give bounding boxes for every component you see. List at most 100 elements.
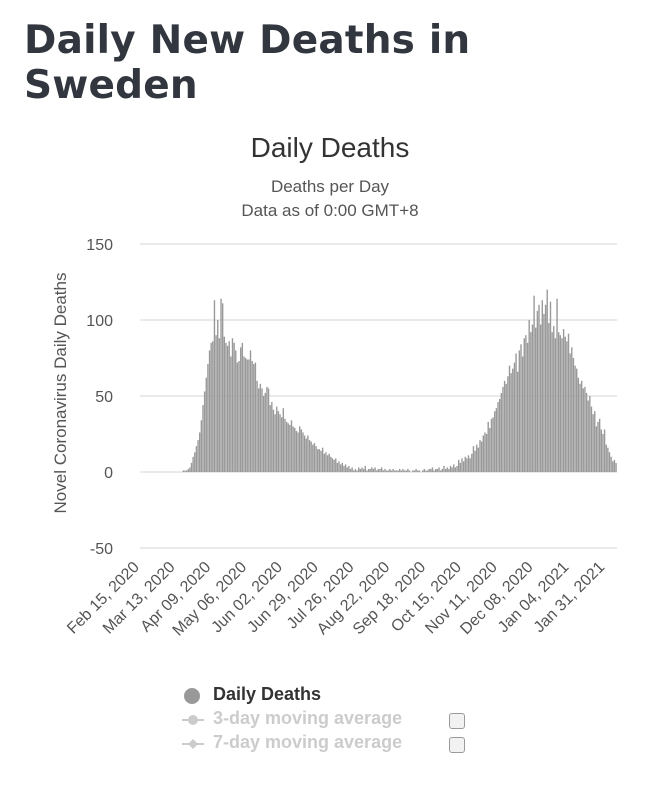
bar bbox=[536, 310, 539, 472]
bar bbox=[346, 467, 348, 472]
bar bbox=[361, 467, 363, 472]
bar bbox=[490, 418, 493, 472]
bar bbox=[354, 468, 357, 472]
bar bbox=[494, 411, 496, 472]
bar bbox=[579, 383, 581, 472]
bar bbox=[372, 468, 375, 472]
bar bbox=[221, 303, 224, 472]
bar bbox=[254, 362, 257, 472]
bar bbox=[421, 470, 424, 472]
bar bbox=[212, 341, 214, 472]
bar bbox=[554, 338, 557, 472]
bar bbox=[182, 470, 185, 472]
bar bbox=[331, 458, 334, 472]
bar bbox=[418, 470, 421, 472]
bar bbox=[307, 435, 309, 472]
bar bbox=[449, 465, 452, 472]
bar bbox=[194, 452, 196, 472]
bar bbox=[425, 470, 427, 472]
bar bbox=[535, 327, 537, 472]
bar bbox=[241, 342, 244, 472]
bar bbox=[336, 462, 339, 472]
bar bbox=[453, 464, 455, 472]
bar bbox=[523, 338, 525, 472]
bar bbox=[600, 429, 603, 472]
bar bbox=[356, 470, 358, 472]
bar bbox=[461, 458, 463, 472]
bar bbox=[369, 468, 371, 472]
bar bbox=[413, 470, 416, 472]
bar bbox=[228, 341, 230, 472]
bar bbox=[402, 468, 404, 472]
bars-series[interactable] bbox=[182, 289, 617, 472]
bar bbox=[318, 449, 321, 472]
bar bbox=[464, 456, 466, 472]
bar bbox=[521, 356, 524, 472]
bar bbox=[394, 470, 396, 472]
bar bbox=[341, 462, 344, 472]
legend-item-7-day-average[interactable]: 7-day moving average bbox=[180, 732, 480, 756]
bar bbox=[398, 468, 401, 472]
legend-item-daily-deaths[interactable]: Daily Deaths bbox=[180, 684, 480, 708]
bar bbox=[574, 365, 576, 472]
bar bbox=[444, 468, 447, 472]
bar bbox=[274, 414, 276, 472]
bar bbox=[474, 450, 476, 472]
bar bbox=[513, 362, 516, 472]
bar bbox=[289, 424, 291, 472]
bar bbox=[231, 338, 234, 472]
bar bbox=[184, 470, 186, 472]
bar bbox=[377, 468, 380, 472]
bar bbox=[285, 421, 288, 472]
bar bbox=[300, 429, 303, 472]
toggle-checkbox[interactable] bbox=[449, 713, 465, 729]
bar bbox=[407, 468, 409, 472]
bar bbox=[538, 304, 540, 472]
bar bbox=[507, 376, 509, 472]
bar bbox=[351, 467, 353, 472]
bar bbox=[321, 447, 324, 472]
bar bbox=[476, 444, 478, 472]
bar bbox=[200, 420, 203, 472]
line-circle-marker-icon bbox=[182, 715, 204, 725]
bar bbox=[367, 468, 370, 472]
y-axis-ticks: 150 100 50 0 -50 bbox=[86, 237, 113, 558]
bar bbox=[192, 456, 194, 472]
bar bbox=[433, 470, 435, 472]
bar bbox=[236, 362, 239, 472]
chart-subtitle: Deaths per Day bbox=[271, 177, 390, 196]
bar bbox=[382, 470, 384, 472]
bar bbox=[223, 336, 225, 472]
bar bbox=[294, 427, 296, 472]
bar bbox=[249, 350, 252, 472]
legend-item-3-day-average[interactable]: 3-day moving average bbox=[180, 708, 480, 732]
bar bbox=[456, 465, 458, 472]
bar bbox=[208, 350, 211, 472]
bar bbox=[595, 426, 598, 472]
bar bbox=[503, 380, 506, 472]
bar bbox=[582, 388, 584, 472]
bar bbox=[480, 441, 483, 472]
bar bbox=[472, 446, 475, 472]
bar bbox=[571, 347, 573, 472]
bar bbox=[430, 468, 432, 472]
bar bbox=[498, 399, 501, 472]
bar bbox=[528, 320, 530, 472]
bar bbox=[343, 465, 345, 472]
bar bbox=[590, 406, 593, 472]
chart-legend: Daily Deaths 3-day moving average 7-day … bbox=[180, 684, 480, 756]
bar bbox=[439, 470, 442, 472]
daily-deaths-chart: Daily Deaths Deaths per Day Data as of 0… bbox=[51, 132, 617, 640]
bar bbox=[364, 465, 366, 472]
bar bbox=[279, 414, 281, 472]
bar bbox=[541, 300, 543, 472]
bar bbox=[557, 332, 560, 472]
toggle-checkbox[interactable] bbox=[449, 737, 465, 753]
chart-title: Daily Deaths bbox=[251, 132, 410, 163]
bar bbox=[443, 465, 445, 472]
bar bbox=[385, 470, 388, 472]
bar bbox=[261, 388, 263, 472]
bar bbox=[497, 402, 499, 472]
bar bbox=[548, 323, 550, 472]
